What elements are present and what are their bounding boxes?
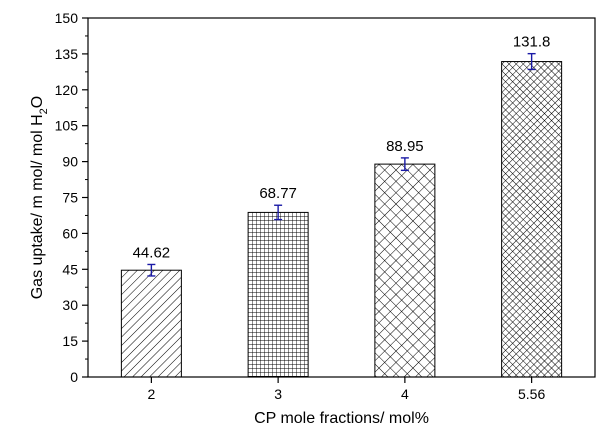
y-tick-label: 105 — [55, 118, 79, 134]
y-tick-label: 45 — [62, 261, 78, 277]
data-label: 88.95 — [386, 138, 424, 155]
y-tick-label: 15 — [62, 333, 78, 349]
data-label: 131.8 — [513, 34, 551, 51]
y-tick-label: 75 — [62, 190, 78, 206]
bar-5.56 — [501, 61, 563, 378]
x-tick-label: 4 — [401, 386, 409, 402]
y-tick-label: 0 — [70, 369, 78, 385]
data-label: 68.77 — [259, 185, 297, 202]
x-axis-title: CP mole fractions/ mol% — [254, 410, 429, 427]
y-axis-title-main: Gas uptake/ m mol/ mol H — [29, 114, 46, 299]
x-axis: 2 3 4 5.56 — [147, 377, 545, 402]
y-axis-title-sub: 2 — [38, 108, 50, 114]
y-tick-label: 150 — [55, 10, 79, 26]
y-tick-label: 30 — [62, 297, 78, 313]
y-tick-label: 135 — [55, 46, 79, 62]
y-axis-title: Gas uptake/ m mol/ mol H2O — [29, 96, 50, 300]
x-tick-label: 3 — [274, 386, 282, 402]
y-axis: 0 15 30 45 60 75 90 105 120 135 150 — [55, 10, 88, 385]
y-axis-title-suffix: O — [29, 96, 46, 108]
bar-3 — [247, 211, 309, 378]
bar-4 — [374, 163, 436, 378]
bars — [120, 61, 563, 378]
data-label: 44.62 — [133, 244, 171, 261]
x-tick-label: 5.56 — [518, 386, 545, 402]
data-labels: 44.62 68.77 88.95 131.8 — [133, 34, 551, 262]
y-tick-label: 60 — [62, 225, 78, 241]
x-tick-label: 2 — [147, 386, 155, 402]
error-bars — [147, 52, 536, 277]
bar-2 — [120, 269, 182, 378]
y-tick-label: 90 — [62, 154, 78, 170]
y-tick-label: 120 — [55, 82, 79, 98]
